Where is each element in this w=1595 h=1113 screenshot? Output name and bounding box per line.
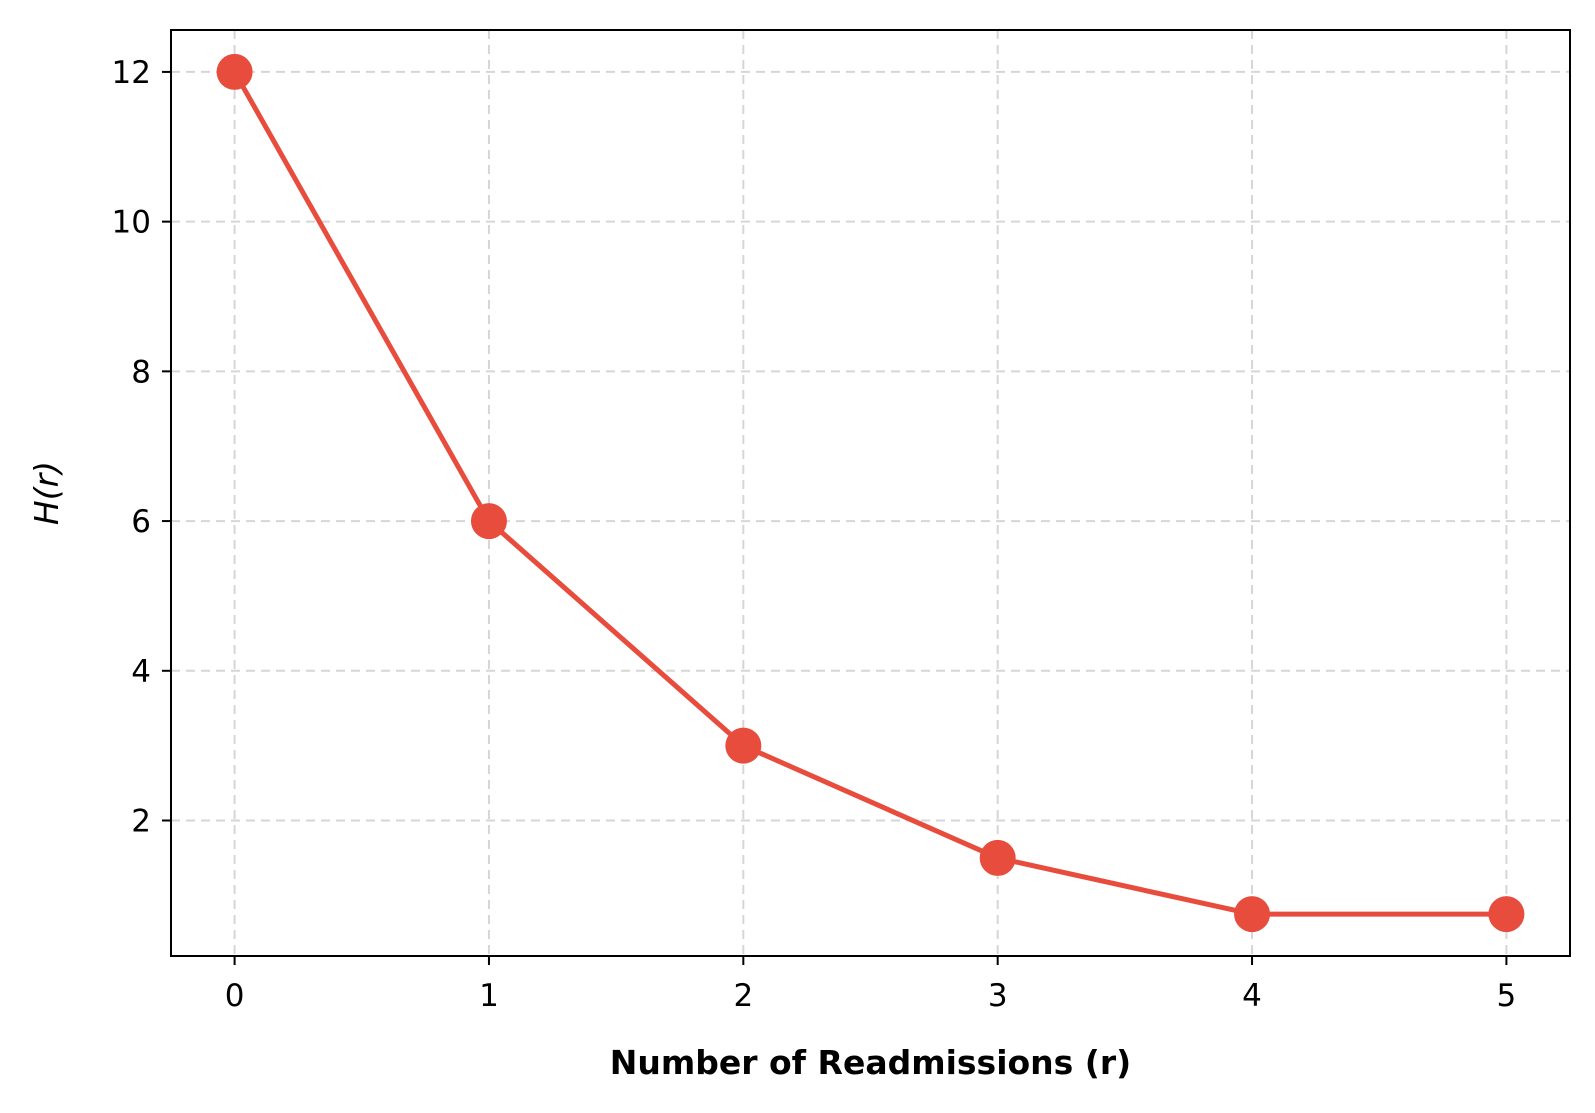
x-axis-label: Number of Readmissions (r)	[610, 1043, 1132, 1082]
y-tick-label: 2	[131, 804, 151, 840]
plot-frame	[170, 29, 1571, 957]
y-tick-label: 10	[112, 205, 151, 241]
x-tick-label: 1	[479, 978, 499, 1014]
data-point	[725, 727, 762, 764]
y-tick-label: 8	[131, 354, 151, 390]
grid-lines	[171, 30, 1570, 956]
data-point	[216, 53, 253, 90]
series-line-group	[216, 53, 1525, 933]
y-tick-label: 12	[112, 55, 151, 91]
y-tick-label: 4	[131, 654, 151, 690]
x-tick-label: 5	[1497, 978, 1517, 1014]
y-tick-label: 6	[131, 504, 151, 540]
x-tick-label: 0	[225, 978, 245, 1014]
y-axis-label: H(r)	[27, 461, 66, 525]
x-tick-label: 3	[988, 978, 1008, 1014]
series-line	[232, 70, 1507, 917]
x-tick-label: 2	[733, 978, 753, 1014]
data-point	[1488, 896, 1525, 933]
data-point	[979, 839, 1016, 876]
data-point	[1234, 896, 1271, 933]
data-point	[470, 503, 507, 540]
x-tick-label: 4	[1242, 978, 1262, 1014]
